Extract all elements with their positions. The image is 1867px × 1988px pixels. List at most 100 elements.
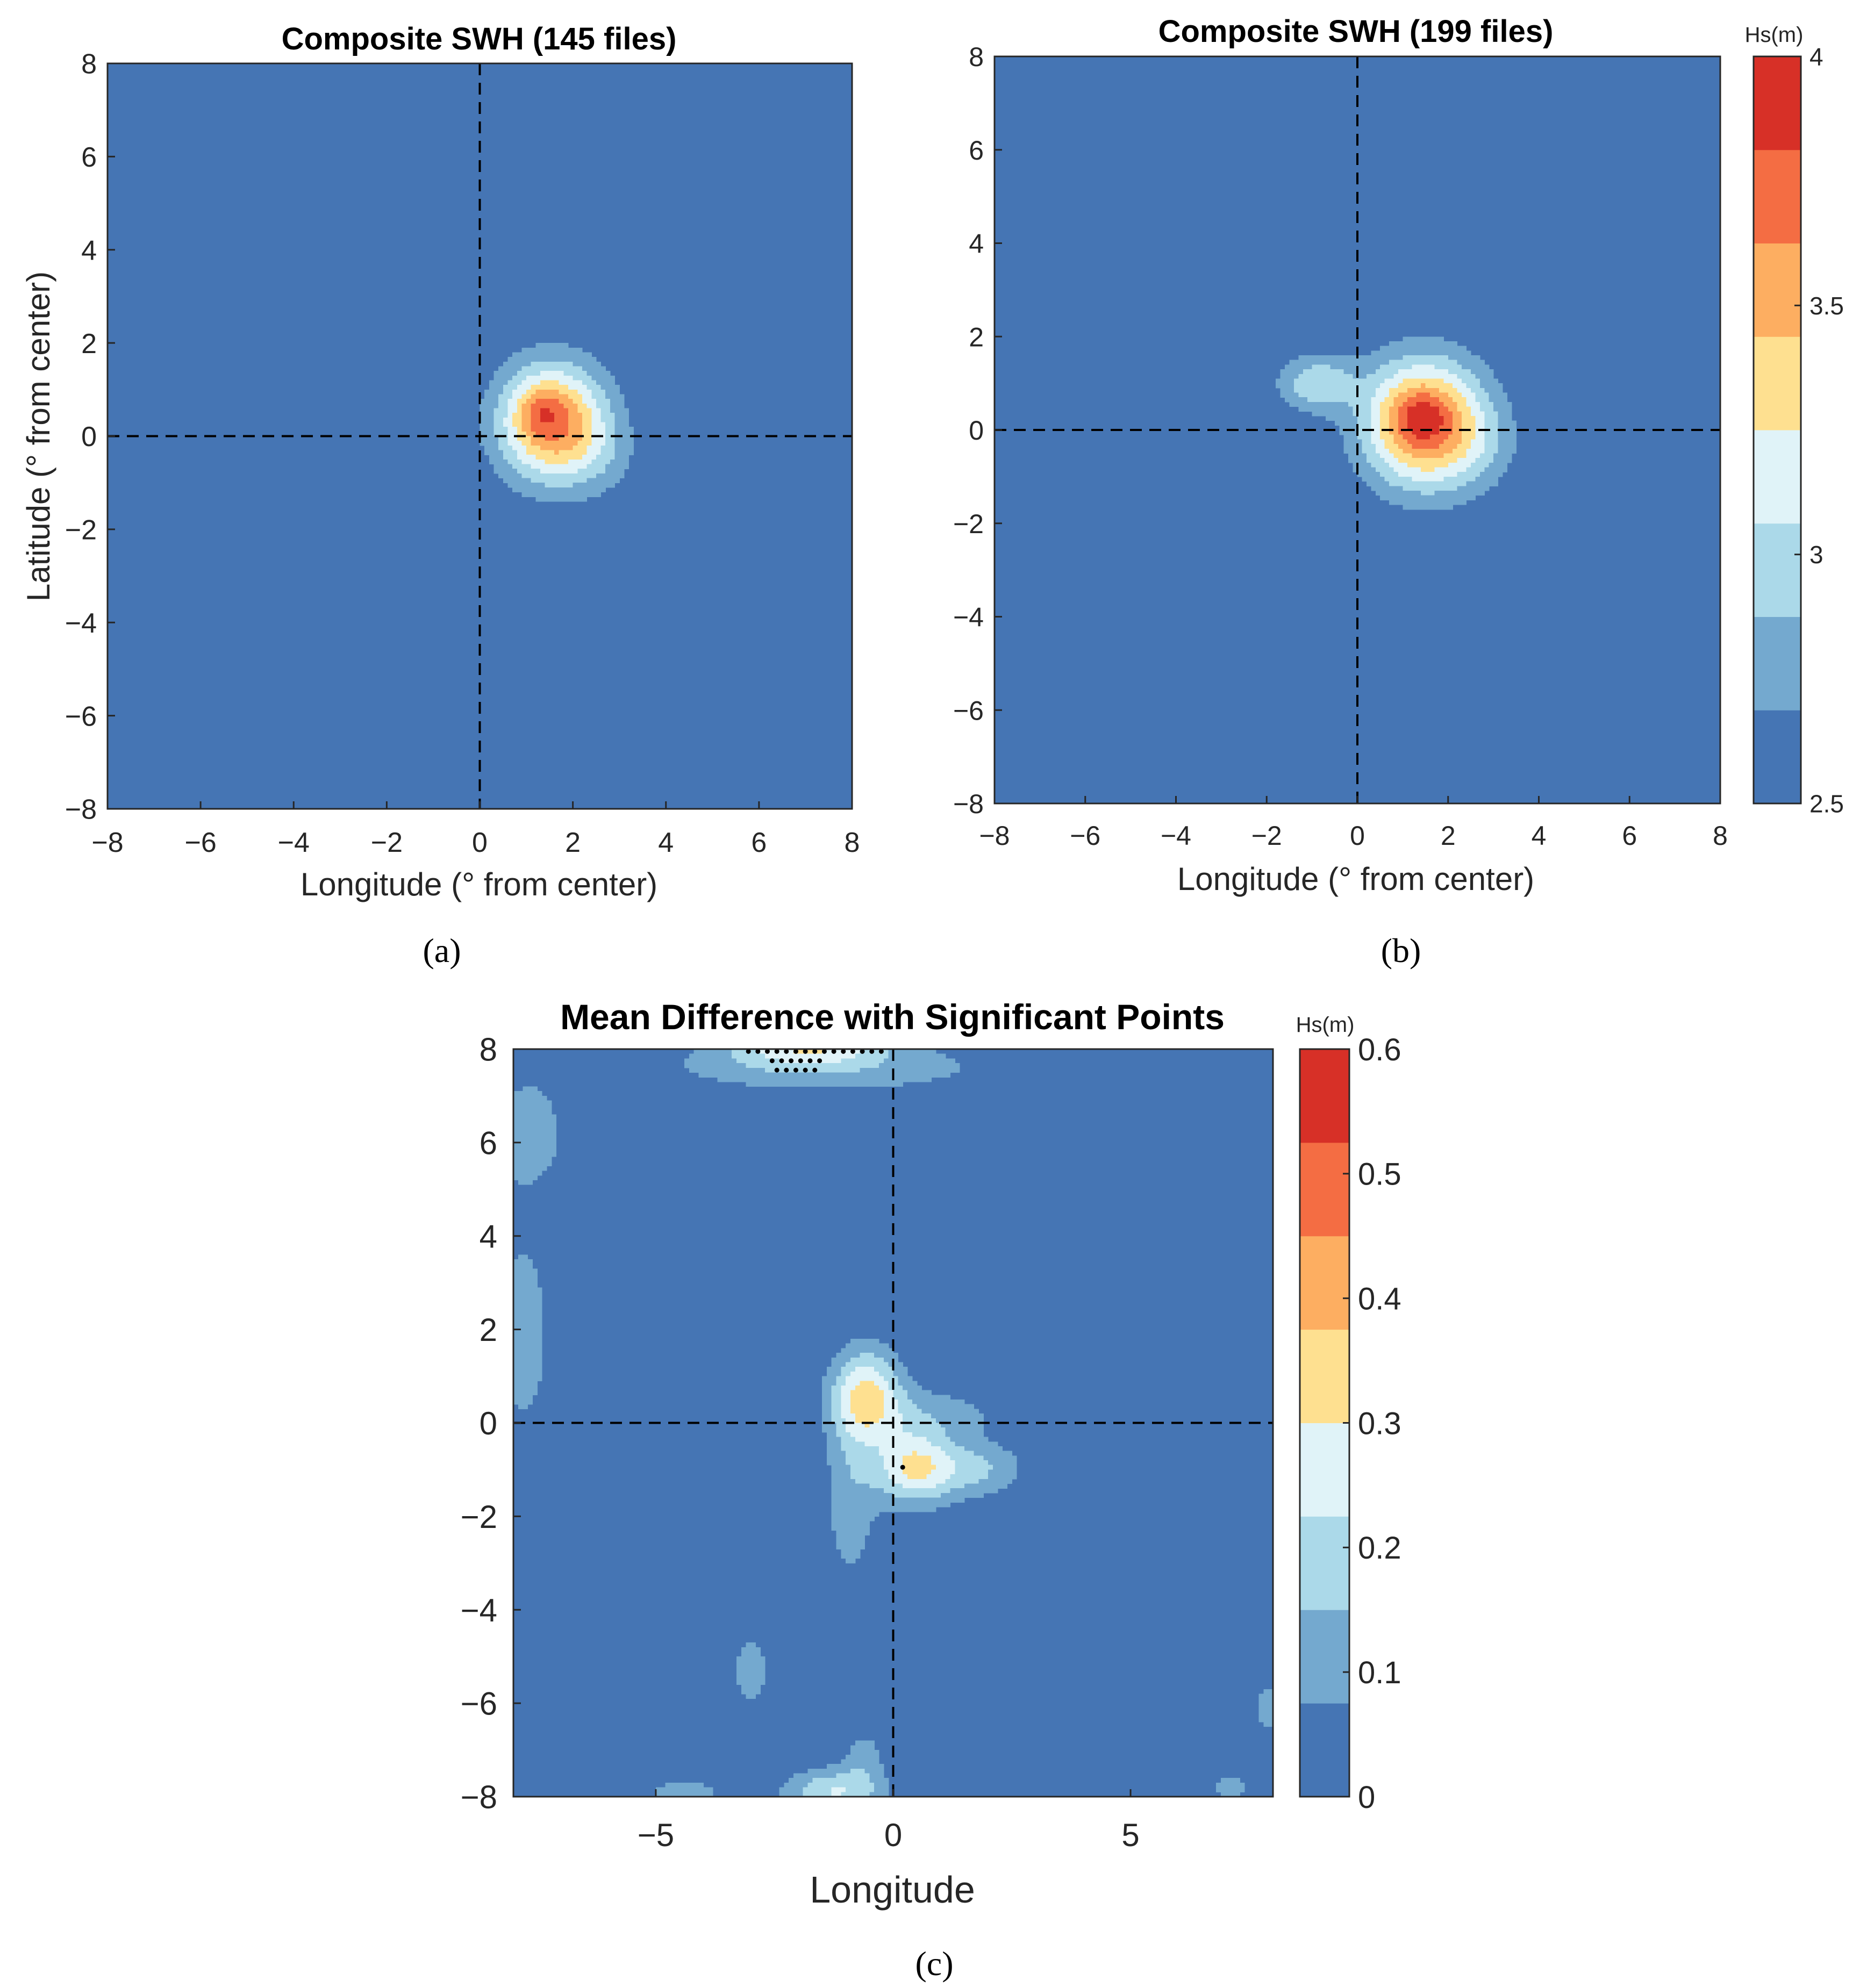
contour-cell [864, 1768, 884, 1774]
panel-a-ylabel: Latitude (° from center) [20, 271, 56, 601]
contour-cell [822, 1395, 832, 1400]
contour-cell [1407, 439, 1444, 444]
contour-cell [605, 422, 616, 427]
contour-cell [573, 399, 583, 404]
x-tick-label: −4 [278, 827, 310, 858]
contour-cell [1276, 383, 1294, 389]
panel-c-title: Mean Difference with Significant Points [560, 997, 1225, 1037]
contour-cell [484, 450, 504, 455]
contour-cell [846, 1787, 875, 1792]
colorbar-swatch [1754, 430, 1801, 524]
contour-cell [521, 408, 532, 413]
contour-cell [826, 1446, 841, 1452]
contour-cell [1371, 430, 1380, 435]
contour-cell [1403, 486, 1458, 491]
contour-cell [1453, 430, 1462, 435]
contour-cell [1389, 406, 1399, 412]
contour-cell [513, 1100, 552, 1106]
contour-cell [540, 371, 564, 376]
contour-cell [831, 1404, 841, 1410]
contour-cell [931, 1441, 955, 1447]
contour-cell [1403, 355, 1449, 361]
contour-cell [503, 417, 513, 423]
contour-cell [826, 1764, 884, 1769]
contour-cell [545, 483, 574, 488]
contour-cell [1443, 476, 1476, 482]
contour-cell [1453, 415, 1462, 421]
contour-cell [591, 389, 606, 395]
contour-cell [1389, 481, 1467, 486]
contour-cell [836, 1544, 865, 1549]
contour-cell [1393, 434, 1403, 440]
contour-cell [521, 413, 532, 418]
contour-cell [1216, 1782, 1245, 1788]
contour-cell [559, 399, 574, 404]
contour-cell [1357, 420, 1371, 426]
contour-cell [1412, 453, 1444, 458]
contour-cell [1484, 444, 1499, 449]
contour-cell [1407, 406, 1440, 412]
contour-cell [1484, 430, 1499, 435]
contour-cell [1312, 411, 1354, 417]
contour-cell [831, 1525, 870, 1531]
contour-cell [1289, 401, 1349, 407]
contour-cell [559, 436, 583, 441]
contour-cell [596, 399, 611, 404]
contour-cell [1466, 481, 1499, 486]
significant-point [850, 1049, 855, 1054]
contour-cell [1403, 434, 1417, 440]
contour-cell [1457, 444, 1471, 449]
contour-cell [831, 1479, 856, 1484]
contour-cell [586, 445, 602, 451]
contour-cell [1380, 406, 1390, 412]
contour-cell [1439, 387, 1458, 393]
contour-cell [513, 1166, 547, 1171]
contour-cell [1448, 434, 1462, 440]
x-tick-label: −4 [1161, 821, 1191, 851]
contour-cell [493, 408, 509, 413]
contour-cell [836, 1530, 870, 1535]
contour-cell [559, 389, 578, 395]
colorbar-swatch [1754, 336, 1801, 430]
contour-cell [903, 1423, 941, 1428]
contour-cell [907, 1395, 951, 1400]
contour-cell [480, 417, 495, 423]
significant-point [812, 1067, 818, 1073]
contour-cell [869, 1778, 889, 1783]
contour-cell [1357, 430, 1371, 435]
contour-cell [1298, 374, 1354, 379]
contour-cell [1258, 1712, 1274, 1718]
contour-cell [531, 464, 588, 469]
contour-cell [513, 1357, 542, 1363]
contour-cell [846, 1558, 856, 1563]
contour-cell [1403, 505, 1453, 510]
contour-cell [822, 1404, 832, 1410]
contour-cell [912, 1451, 918, 1456]
contour-cell [1375, 387, 1390, 393]
contour-cell [831, 1502, 951, 1508]
contour-cell [1475, 425, 1485, 430]
contour-cell [746, 1693, 756, 1699]
y-tick-label: −8 [65, 794, 97, 826]
contour-cell [746, 1081, 903, 1087]
contour-cell [1457, 406, 1471, 412]
contour-cell [841, 1792, 870, 1797]
contour-cell [600, 385, 620, 390]
contour-cell [513, 1353, 542, 1358]
contour-cell [883, 1357, 898, 1363]
contour-cell [1412, 476, 1444, 482]
contour-cell [841, 1404, 851, 1410]
contour-cell [1475, 434, 1485, 440]
contour-cell [1298, 392, 1376, 398]
contour-cell [983, 1455, 1017, 1461]
contour-cell [850, 1745, 875, 1750]
contour-cell [498, 441, 509, 446]
contour-cell [1380, 383, 1399, 389]
contour-cell [480, 436, 499, 441]
x-tick-label: −2 [1251, 821, 1282, 851]
contour-cell [684, 1063, 747, 1068]
contour-cell [1484, 387, 1503, 393]
contour-cell [831, 1400, 841, 1405]
contour-cell [568, 413, 583, 418]
contour-cell [531, 385, 569, 390]
